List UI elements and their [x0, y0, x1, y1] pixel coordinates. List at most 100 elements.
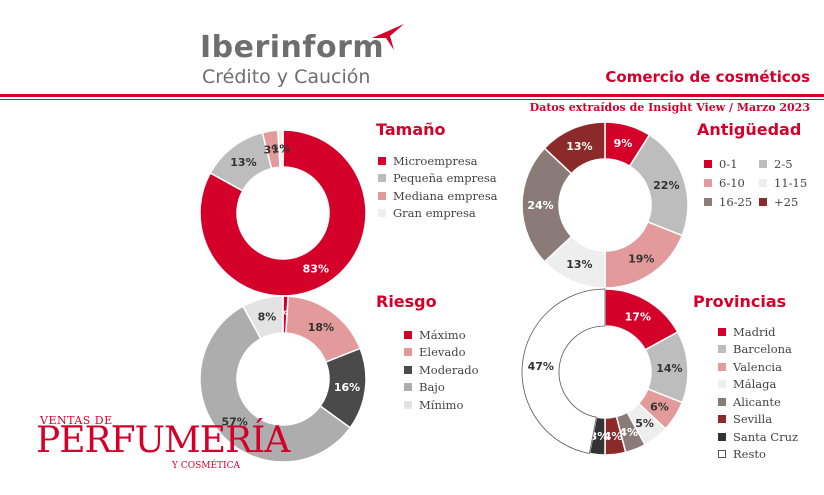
slice-label-provincias-2: 6% [650, 401, 669, 414]
legend-provincias: Madrid Barcelona Valencia Málaga Alicante Sev… [718, 323, 798, 463]
slice-riesgo-3 [199, 305, 352, 463]
brand-subtitle: Crédito y Caución [202, 66, 371, 88]
legend-label-provincias-6: Santa Cruz [733, 429, 799, 444]
legend-item-riesgo-1: Elevado [404, 344, 479, 362]
legend-swatch-antiguedad-3 [759, 178, 767, 187]
slice-provincias-7 [521, 288, 606, 454]
slice-label-antiguedad-1: 22% [653, 179, 679, 192]
legend-swatch-provincias-6 [718, 432, 726, 441]
legend-label-antiguedad-0: 0-1 [719, 156, 738, 171]
chart-title-riesgo: Riesgo [376, 292, 437, 311]
slice-label-tamano-0: 83% [303, 263, 329, 276]
legend-swatch-tamano-2 [378, 191, 386, 200]
legend-label-provincias-1: Barcelona [733, 342, 792, 357]
legend-label-tamano-3: Gran empresa [393, 206, 476, 221]
legend-antiguedad: 0-1 2-5 6-10 11-15 16-25 +25 [704, 154, 814, 211]
legend-label-riesgo-4: Mínimo [419, 397, 464, 412]
legend-item-antiguedad-5: +25 [759, 192, 814, 211]
legend-item-tamano-0: Microempresa [378, 152, 498, 170]
legend-swatch-riesgo-4 [404, 400, 412, 409]
legend-label-tamano-2: Mediana empresa [393, 188, 498, 203]
slice-label-tamano-2: 3% [264, 143, 283, 156]
legend-item-provincias-6: Santa Cruz [718, 428, 798, 446]
header-rule [0, 94, 824, 97]
legend-swatch-provincias-4 [718, 397, 726, 406]
legend-item-provincias-4: Alicante [718, 393, 798, 411]
brand-logo-text: Iberinform [200, 30, 385, 65]
slice-tamano-0 [199, 129, 367, 297]
legend-label-provincias-0: Madrid [733, 324, 776, 339]
slice-label-antiguedad-3: 13% [566, 258, 592, 271]
slice-label-tamano-1: 13% [230, 156, 256, 169]
legend-label-antiguedad-5: +25 [774, 194, 799, 209]
legend-label-riesgo-3: Bajo [419, 380, 445, 395]
legend-item-riesgo-3: Bajo [404, 379, 479, 397]
report-source: Datos extraídos de Insight View / Marzo … [529, 101, 810, 114]
legend-item-provincias-7: Resto [718, 446, 798, 464]
slice-label-tamano-3: 1% [272, 143, 291, 156]
legend-item-tamano-1: Pequeña empresa [378, 170, 498, 188]
legend-swatch-provincias-0 [718, 327, 726, 336]
slice-riesgo-4 [241, 295, 284, 340]
legend-swatch-antiguedad-5 [759, 197, 767, 206]
legend-item-antiguedad-4: 16-25 [704, 192, 759, 211]
legend-label-antiguedad-4: 16-25 [719, 194, 753, 209]
legend-swatch-provincias-5 [718, 415, 726, 424]
slice-label-antiguedad-5: 13% [566, 140, 592, 153]
legend-tamano: Microempresa Pequeña empresa Mediana empre… [378, 152, 498, 222]
legend-item-provincias-0: Madrid [718, 323, 798, 341]
legend-swatch-provincias-1 [718, 345, 726, 354]
legend-label-riesgo-0: Máximo [419, 327, 466, 342]
legend-label-antiguedad-2: 6-10 [719, 175, 745, 190]
legend-item-tamano-3: Gran empresa [378, 205, 498, 223]
legend-label-provincias-5: Sevilla [733, 412, 773, 427]
report-title: Comercio de cosméticos [605, 68, 810, 86]
legend-swatch-antiguedad-1 [759, 159, 767, 168]
legend-label-provincias-7: Resto [733, 447, 766, 462]
legend-label-riesgo-2: Moderado [419, 362, 479, 377]
slice-tamano-3 [276, 129, 284, 168]
slice-antiguedad-5 [543, 121, 606, 175]
slice-label-provincias-6: 3% [590, 430, 609, 443]
slice-label-antiguedad-0: 9% [614, 137, 633, 150]
legend-label-tamano-0: Microempresa [393, 153, 478, 168]
slice-label-antiguedad-4: 24% [527, 199, 553, 212]
legend-item-antiguedad-0: 0-1 [704, 154, 759, 173]
legend-label-antiguedad-3: 11-15 [774, 175, 808, 190]
legend-item-tamano-2: Mediana empresa [378, 187, 498, 205]
legend-swatch-tamano-1 [378, 174, 386, 183]
slice-label-riesgo-2: 16% [334, 381, 360, 394]
legend-swatch-antiguedad-4 [704, 197, 712, 206]
legend-label-provincias-4: Alicante [733, 394, 781, 409]
slice-label-antiguedad-2: 19% [628, 252, 654, 265]
legend-swatch-provincias-2 [718, 362, 726, 371]
slice-label-riesgo-1: 18% [308, 321, 334, 334]
legend-swatch-riesgo-2 [404, 365, 412, 374]
perfumeria-logo-top: VENTAS DE [40, 414, 113, 427]
slice-label-provincias-3: 5% [635, 417, 654, 430]
slice-label-provincias-7: 47% [528, 360, 554, 373]
legend-swatch-tamano-3 [378, 209, 386, 218]
header-rule-thin [0, 99, 824, 100]
legend-item-riesgo-4: Mínimo [404, 396, 479, 414]
legend-swatch-riesgo-0 [404, 330, 412, 339]
legend-swatch-tamano-0 [378, 156, 386, 165]
chart-title-antiguedad: Antigüedad [697, 120, 802, 139]
legend-item-provincias-2: Valencia [718, 358, 798, 376]
legend-swatch-provincias-3 [718, 380, 726, 389]
legend-item-provincias-3: Málaga [718, 376, 798, 394]
slice-label-riesgo-3: 57% [221, 416, 247, 429]
legend-item-antiguedad-2: 6-10 [704, 173, 759, 192]
slice-label-provincias-5: 4% [604, 430, 623, 443]
chart-title-tamano: Tamaño [376, 120, 446, 139]
legend-riesgo: Máximo Elevado Moderado Bajo Mínimo [404, 326, 479, 414]
legend-label-provincias-3: Málaga [733, 377, 777, 392]
legend-label-antiguedad-1: 2-5 [774, 156, 793, 171]
legend-item-riesgo-0: Máximo [404, 326, 479, 344]
slice-label-riesgo-4: 8% [258, 311, 277, 324]
slice-label-provincias-4: 4% [619, 426, 638, 439]
legend-label-tamano-1: Pequeña empresa [393, 171, 497, 186]
legend-swatch-antiguedad-0 [704, 159, 712, 168]
legend-item-antiguedad-3: 11-15 [759, 173, 814, 192]
